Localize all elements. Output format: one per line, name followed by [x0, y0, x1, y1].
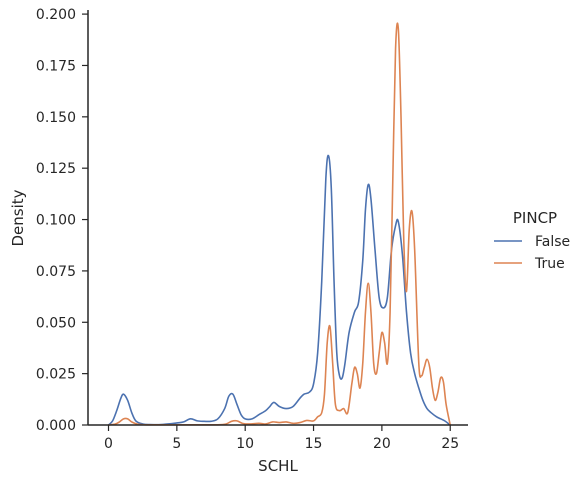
y-tick-label: 0.000 — [36, 418, 76, 434]
x-axis-ticks: 0 5 10 15 20 25 — [104, 425, 459, 452]
legend-label-false: False — [535, 234, 570, 250]
legend: PINCP False True — [494, 209, 570, 272]
x-tick-label: 15 — [305, 436, 323, 452]
series-layer — [107, 22, 452, 426]
y-tick-label: 0.175 — [36, 58, 76, 74]
y-tick-label: 0.025 — [36, 367, 76, 383]
y-axis-ticks: 0.000 0.025 0.050 0.075 0.100 0.125 0.150 0.175… — [36, 7, 88, 434]
x-tick-label: 5 — [172, 436, 181, 452]
y-tick-label: 0.050 — [36, 315, 76, 331]
series-line-true — [108, 22, 452, 426]
y-tick-label: 0.150 — [36, 110, 76, 126]
y-axis-title: Density — [9, 189, 27, 246]
y-tick-label: 0.075 — [36, 264, 76, 280]
x-tick-label: 20 — [373, 436, 391, 452]
y-tick-label: 0.200 — [36, 7, 76, 23]
legend-title: PINCP — [513, 209, 557, 227]
x-tick-label: 25 — [441, 436, 459, 452]
plot-area: 0 5 10 15 20 25 0.000 0.025 0.050 0.075 0.100 0.12… — [36, 7, 468, 452]
legend-label-true: True — [534, 256, 565, 272]
y-tick-label: 0.100 — [36, 213, 76, 229]
x-tick-label: 10 — [236, 436, 254, 452]
x-tick-label: 0 — [104, 436, 113, 452]
x-axis-title: SCHL — [258, 457, 298, 475]
series-line-false — [107, 154, 451, 426]
y-tick-label: 0.125 — [36, 161, 76, 177]
legend-items: False True — [494, 234, 570, 272]
